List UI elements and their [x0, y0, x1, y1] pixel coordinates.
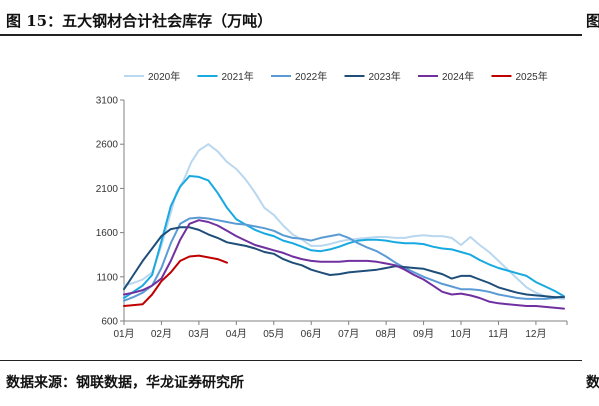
series-line-2024年 [123, 219, 565, 310]
adjacent-column-edge: 图 数 [586, 0, 599, 406]
x-tick-label: 12月 [525, 328, 546, 340]
series-line-2025年 [123, 254, 228, 307]
source-note: 数据来源：钢联数据，华龙证券研究所 [6, 375, 244, 391]
legend-label: 2020年 [148, 70, 180, 83]
series-line-2021年 [123, 175, 565, 299]
x-tick-label: 04月 [226, 328, 247, 340]
x-tick-label: 09月 [413, 328, 434, 340]
x-tick-label: 03月 [188, 328, 209, 340]
x-tick-label: 02月 [151, 328, 172, 340]
y-tick-label: 2100 [96, 184, 119, 195]
x-tick-label: 05月 [263, 328, 284, 340]
chart-legend: 2020年 2021年 2022年 2023年 2024年 2025年 [124, 70, 548, 83]
x-tick-label: 06月 [301, 328, 322, 340]
legend-label: 2021年 [222, 70, 254, 83]
x-tick-label: 07月 [338, 328, 359, 340]
y-tick-label: 2600 [96, 140, 119, 151]
series-line-2020年 [123, 143, 565, 300]
x-tick-label: 01月 [113, 328, 134, 340]
y-tick-label: 3100 [96, 96, 119, 107]
y-tick-label: 1600 [96, 228, 119, 239]
chart-series-lines [123, 143, 565, 310]
y-tick-label: 1100 [96, 272, 118, 283]
legend-label: 2023年 [369, 70, 401, 83]
series-line-2022年 [123, 216, 565, 302]
x-tick-label: 10月 [450, 328, 471, 340]
edge-source-fragment: 数 [586, 375, 599, 391]
series-line-2023年 [123, 226, 565, 299]
chart-axes: 600 1100 1600 2100 2600 3100 01月 02月 03月 04月 05月 06… [96, 96, 568, 340]
legend-label: 2024年 [442, 70, 474, 83]
x-tick-label: 08月 [376, 328, 397, 340]
x-tick-label: 11月 [488, 328, 508, 340]
legend-label: 2025年 [516, 70, 548, 83]
figure-title: 图 15：五大钢材合计社会库存（万吨） [6, 12, 273, 30]
legend-label: 2022年 [295, 70, 327, 83]
y-tick-label: 600 [101, 317, 118, 328]
edge-title-fragment: 图 [586, 12, 599, 30]
top-rule [0, 34, 582, 36]
bottom-rule [0, 360, 582, 361]
inventory-line-chart: 2020年 2021年 2022年 2023年 2024年 2025年 600 1100 16… [96, 70, 568, 340]
